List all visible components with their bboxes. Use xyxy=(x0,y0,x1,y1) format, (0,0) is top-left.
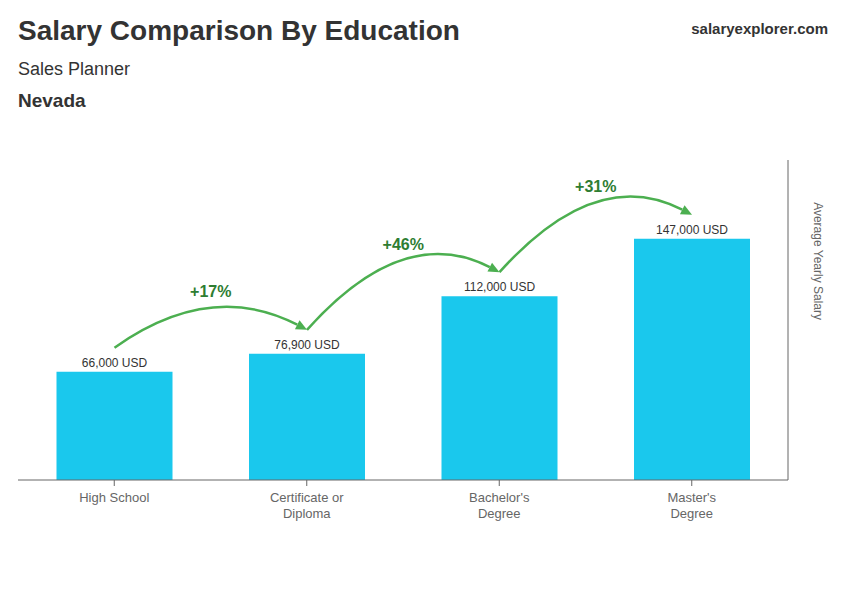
svg-text:Bachelor'sDegree: Bachelor'sDegree xyxy=(469,490,530,521)
svg-text:112,000 USD: 112,000 USD xyxy=(464,280,535,294)
svg-text:Certificate orDiploma: Certificate orDiploma xyxy=(270,490,344,521)
svg-text:Master'sDegree: Master'sDegree xyxy=(667,490,716,521)
svg-text:76,900 USD: 76,900 USD xyxy=(274,338,340,352)
html-text:Nevada: Nevada xyxy=(18,90,86,111)
html-text:Sales Planner: Sales Planner xyxy=(18,59,131,79)
svg-text:66,000 USD: 66,000 USD xyxy=(82,356,148,370)
html-text:Salary Comparison By Education: Salary Comparison By Education xyxy=(18,15,460,46)
svg-text:147,000 USD: 147,000 USD xyxy=(656,223,728,237)
html-text:salaryexplorer.com: salaryexplorer.com xyxy=(691,20,828,37)
svg-text:High School: High School xyxy=(79,490,149,505)
svg-text:+31%: +31% xyxy=(575,178,616,195)
svg-text:Average Yearly Salary: Average Yearly Salary xyxy=(811,202,825,320)
svg-text:+17%: +17% xyxy=(190,283,231,300)
svg-text:+46%: +46% xyxy=(383,236,424,253)
